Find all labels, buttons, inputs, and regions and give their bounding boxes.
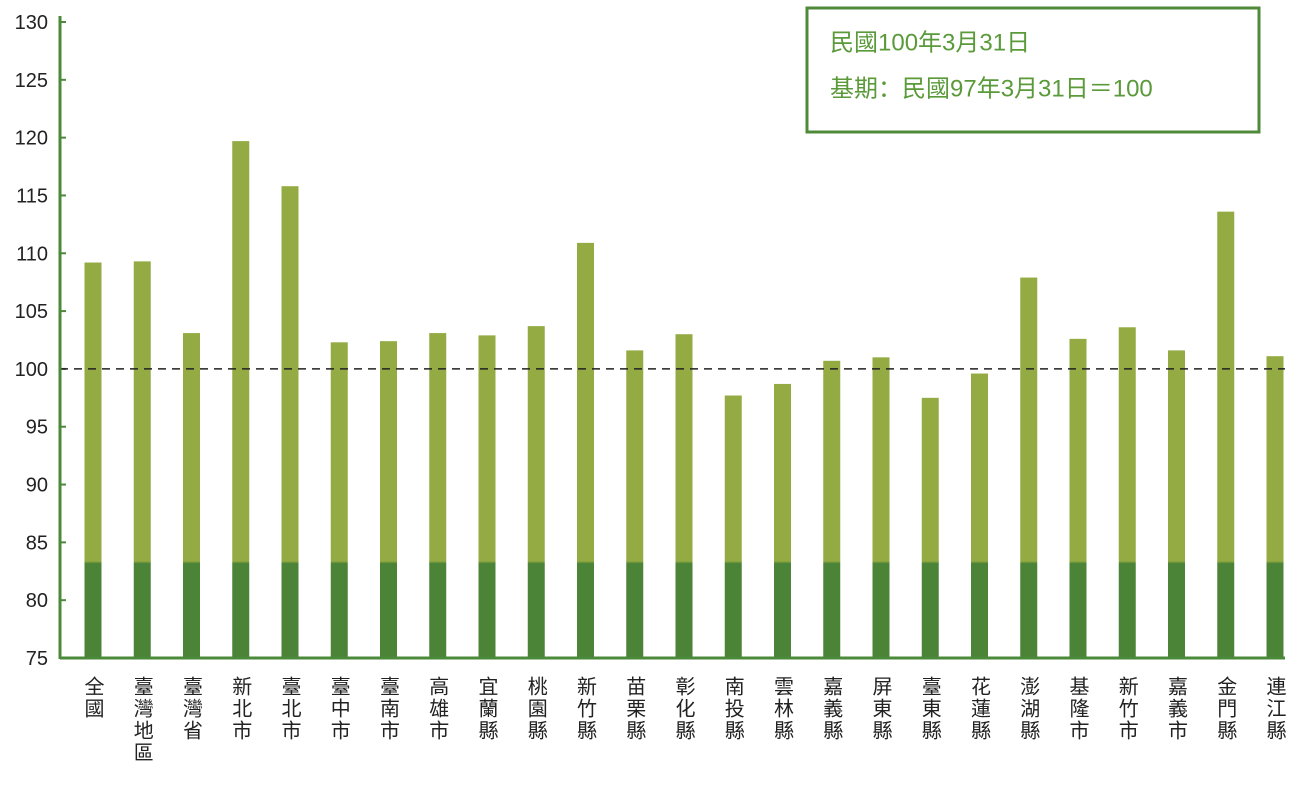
x-tick-label: 臺灣地區 <box>130 676 154 764</box>
bar <box>1266 356 1284 658</box>
y-tick-label: 130 <box>15 12 48 34</box>
x-tick-label: 雲林縣 <box>771 676 795 742</box>
bar <box>577 242 594 658</box>
x-tick-label: 苗栗縣 <box>623 676 647 742</box>
x-tick-label: 彰化縣 <box>672 676 696 742</box>
x-tick-label: 臺東縣 <box>918 676 942 742</box>
x-tick-label: 新北市 <box>229 676 253 742</box>
y-tick-label: 80 <box>26 590 48 612</box>
x-tick-label: 連江縣 <box>1263 676 1287 742</box>
bar <box>1118 327 1136 658</box>
x-tick-label: 桃園縣 <box>524 676 548 742</box>
x-tick-label: 臺中市 <box>327 676 351 742</box>
bar <box>1168 350 1185 658</box>
annotation: 基期：民國97年3月31日＝100 <box>830 75 1153 102</box>
bar <box>774 383 791 658</box>
y-tick-label: 75 <box>26 648 48 670</box>
bar <box>232 141 250 658</box>
bar <box>380 341 397 658</box>
y-tick-label: 85 <box>26 532 48 554</box>
bar <box>183 333 200 658</box>
bar <box>527 326 545 658</box>
x-tick-label: 宜蘭縣 <box>475 676 499 742</box>
x-tick-label: 基隆市 <box>1066 676 1090 742</box>
y-tick-label: 90 <box>26 475 48 497</box>
bar <box>626 350 644 658</box>
bar <box>724 395 742 658</box>
bar <box>1217 211 1235 659</box>
bar <box>1020 277 1038 658</box>
x-tick-label: 全國 <box>81 676 105 720</box>
bar <box>133 261 151 658</box>
bar <box>281 186 299 658</box>
x-tick-label: 臺北市 <box>278 676 302 742</box>
bar <box>1069 338 1087 658</box>
bar <box>478 335 496 658</box>
annotation: 民國100年3月31日 <box>830 29 1030 56</box>
y-tick-label: 120 <box>15 128 48 150</box>
x-tick-label: 澎湖縣 <box>1017 676 1041 742</box>
x-tick-label: 花蓮縣 <box>968 676 992 742</box>
x-tick-label: 南投縣 <box>721 676 745 742</box>
x-tick-label: 臺南市 <box>377 676 401 742</box>
y-tick-label: 125 <box>15 70 48 92</box>
bar <box>823 360 841 658</box>
bar <box>84 262 102 658</box>
x-tick-label: 屏東縣 <box>869 676 893 742</box>
x-tick-label: 新竹縣 <box>574 676 598 742</box>
x-tick-label: 高雄市 <box>426 676 450 742</box>
y-tick-label: 115 <box>16 185 48 207</box>
x-tick-label: 新竹市 <box>1115 676 1139 742</box>
bar <box>971 373 988 658</box>
bar <box>675 334 693 658</box>
bar <box>921 397 939 658</box>
bar <box>872 357 890 658</box>
annotation-box <box>805 6 1261 134</box>
x-tick-label: 金門縣 <box>1214 676 1238 742</box>
x-tick-label: 臺灣省 <box>180 676 204 742</box>
bar <box>429 333 447 658</box>
y-tick-label: 105 <box>15 301 48 323</box>
y-tick-label: 100 <box>15 359 48 381</box>
y-tick-label: 110 <box>16 243 48 265</box>
y-tick-label: 95 <box>26 417 48 439</box>
x-tick-label: 嘉義縣 <box>820 676 844 742</box>
x-tick-label: 嘉義市 <box>1165 676 1189 742</box>
bar <box>330 342 348 658</box>
